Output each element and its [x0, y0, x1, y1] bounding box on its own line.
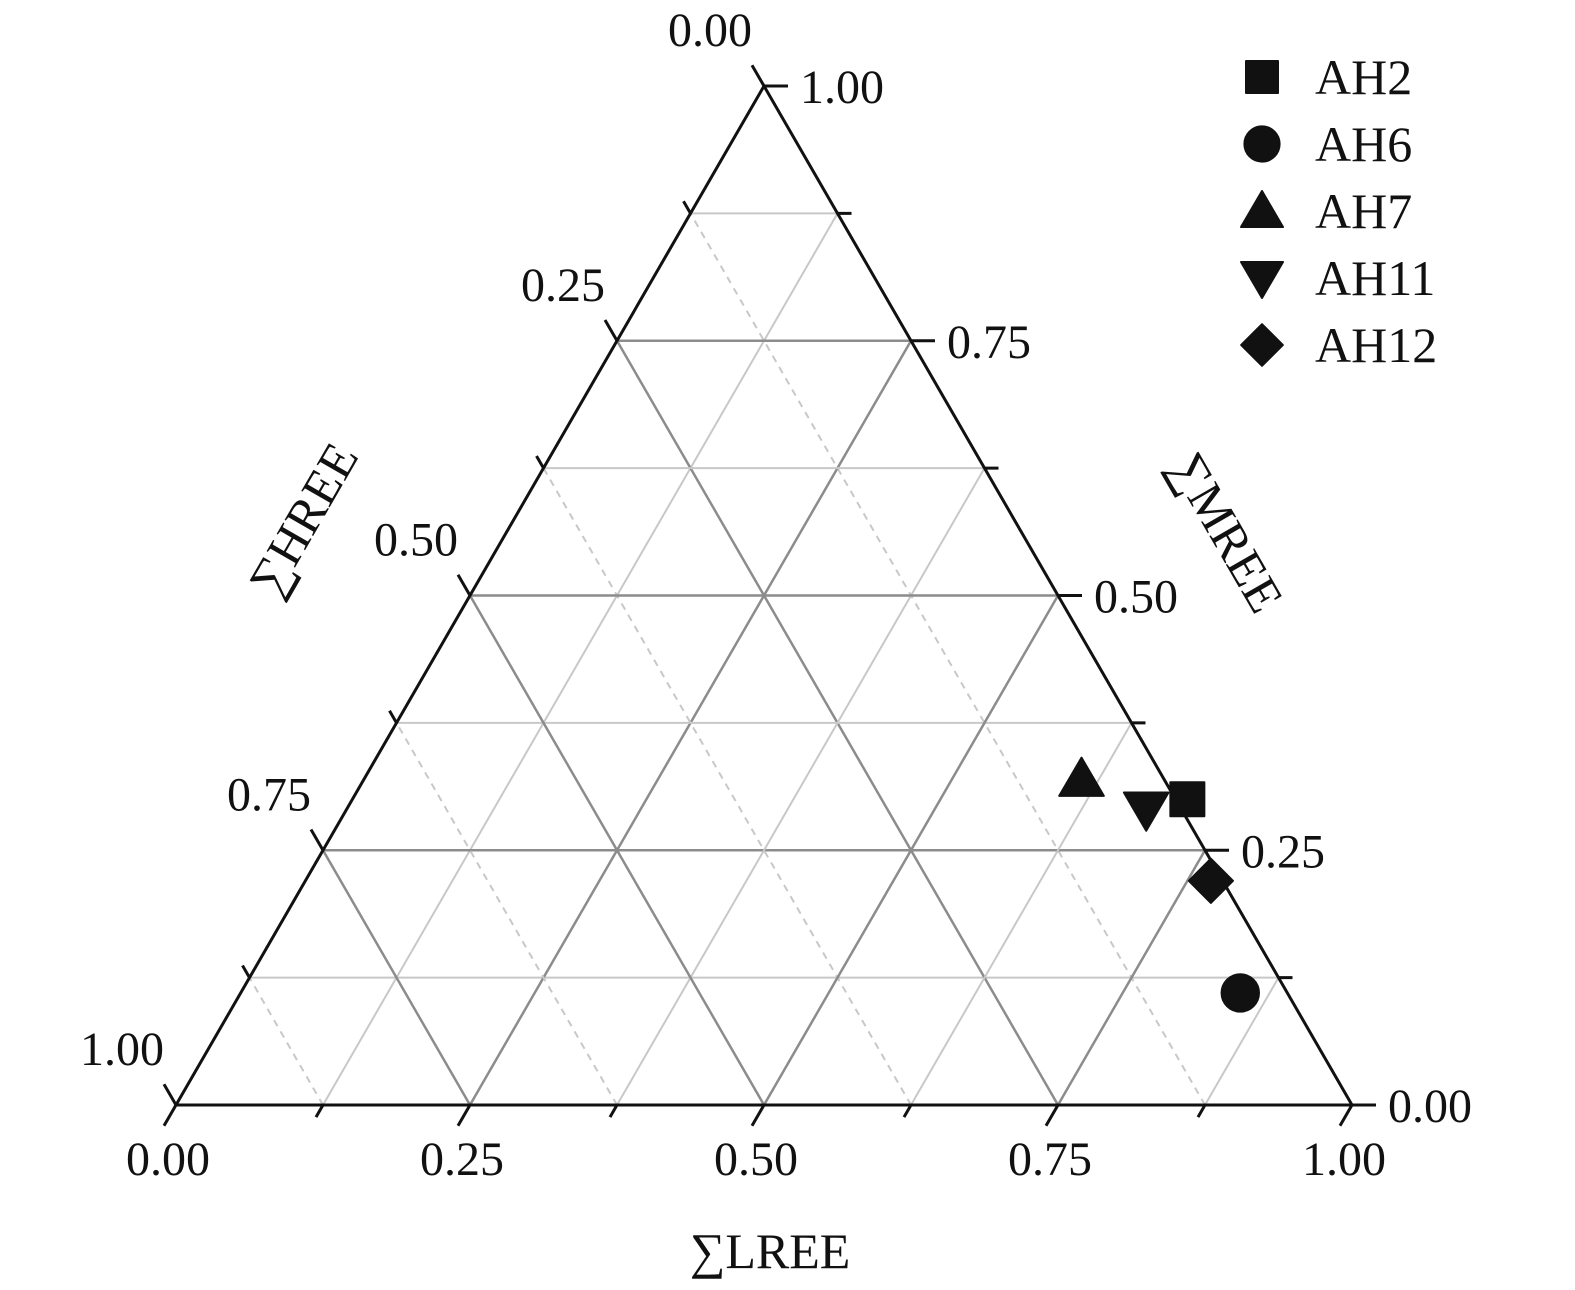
legend-marker-ah6: [1243, 125, 1281, 163]
tick-lree: [314, 1104, 325, 1118]
grid-line-lree: [1204, 977, 1280, 1106]
tick-lree: [1196, 1104, 1207, 1118]
x-axis-title: ∑LREE: [690, 1223, 851, 1279]
tick-label-mree: 0.50: [1094, 571, 1178, 624]
grid-line-hree: [689, 212, 1206, 1106]
grid-line-hree: [542, 467, 912, 1106]
tick-hree: [456, 573, 472, 597]
left-axis-title: ∑HREE: [237, 433, 369, 605]
grid-line-lree: [910, 722, 1133, 1106]
data-point-ah6: [1220, 973, 1260, 1013]
tick-hree: [162, 1083, 178, 1106]
legend-label-ah2: AH2: [1315, 49, 1412, 105]
tick-label-mree: 0.00: [1388, 1080, 1472, 1133]
legend: AH2 AH6 AH7 AH11 AH12: [1240, 49, 1437, 373]
legend-marker-ah11: [1240, 261, 1284, 299]
tick-label-lree: 1.00: [1302, 1133, 1386, 1186]
grid-line-lree: [1056, 849, 1207, 1106]
grid-line-lree: [762, 594, 1060, 1106]
legend-marker-ah12: [1240, 323, 1284, 367]
tick-label-hree: 0.50: [374, 514, 458, 567]
data-point-ah11: [1122, 791, 1170, 832]
legend-item-ah11: AH11: [1240, 250, 1435, 306]
grid-line-hree: [395, 722, 618, 1106]
tick-hree: [535, 455, 545, 469]
legend-label-ah11: AH11: [1315, 250, 1435, 306]
tick-lree: [162, 1104, 178, 1127]
tick-label-mree: 0.25: [1241, 825, 1325, 878]
legend-marker-ah2: [1245, 60, 1279, 94]
tick-hree: [388, 710, 398, 724]
grid-line-hree: [321, 849, 472, 1106]
tick-label-hree: 0.75: [227, 768, 311, 821]
legend-item-ah7: AH7: [1240, 183, 1412, 239]
legend-item-ah12: AH12: [1240, 317, 1437, 373]
grid-line-hree: [468, 594, 766, 1106]
data-point-ah7: [1058, 756, 1105, 797]
tick-label-lree: 0.25: [420, 1133, 504, 1186]
tick-lree: [902, 1104, 913, 1118]
tick-label-hree: 0.25: [521, 259, 605, 312]
tick-lree: [750, 1104, 766, 1127]
tick-label-mree: 1.00: [800, 61, 884, 114]
data-points: [1058, 756, 1260, 1013]
right-axis-title: ∑MREE: [1159, 443, 1295, 622]
tick-lree: [608, 1104, 619, 1118]
data-point-ah2: [1169, 781, 1206, 818]
tick-hree: [241, 964, 251, 979]
tick-label-hree: 1.00: [80, 1023, 164, 1076]
legend-marker-ah7: [1240, 190, 1284, 228]
ticks: 0.00 0.00 0.00 0.25 0.25 0.25 0.50 0.50 0.50 0.75…: [80, 4, 1472, 1186]
legend-label-ah12: AH12: [1315, 317, 1437, 373]
legend-label-ah7: AH7: [1315, 183, 1412, 239]
tick-hree: [682, 200, 692, 215]
tick-hree: [603, 319, 619, 342]
tick-lree: [1338, 1104, 1354, 1127]
tick-hree: [309, 828, 325, 852]
tick-label-lree: 0.50: [714, 1133, 798, 1186]
legend-item-ah2: AH2: [1245, 49, 1412, 105]
legend-label-ah6: AH6: [1315, 116, 1412, 172]
tick-lree: [1044, 1104, 1060, 1127]
grid-line-hree: [248, 977, 324, 1106]
tick-label-mree: 0.75: [947, 316, 1031, 369]
legend-item-ah6: AH6: [1243, 116, 1412, 172]
tick-lree: [456, 1104, 472, 1127]
tick-hree: [750, 64, 766, 87]
tick-label-lree: 0.75: [1008, 1133, 1092, 1186]
tick-label-lree: 0.00: [126, 1133, 210, 1186]
data-point-ah12: [1187, 857, 1234, 904]
tick-label-hree: 0.00: [668, 4, 752, 57]
grid-line-lree: [616, 467, 986, 1106]
grid-line-lree: [322, 212, 839, 1106]
grid: [248, 212, 1280, 1106]
